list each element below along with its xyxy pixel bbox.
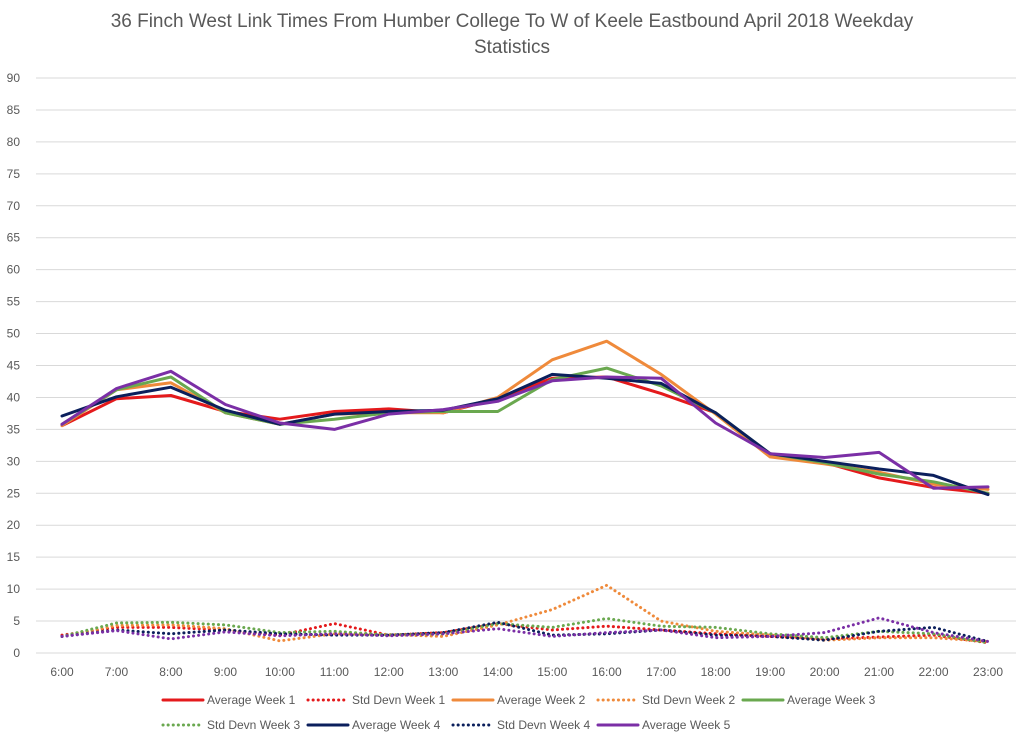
y-tick-label: 30 [7, 454, 21, 468]
legend-label: Std Devn Week 4 [497, 718, 590, 732]
chart-title-line-1: 36 Finch West Link Times From Humber Col… [111, 11, 914, 32]
y-tick-label: 45 [7, 359, 21, 373]
legend-label: Std Devn Week 2 [642, 693, 735, 707]
y-tick-label: 75 [7, 167, 21, 181]
chart-title-line-2: Statistics [474, 37, 550, 58]
y-tick-label: 85 [7, 103, 21, 117]
y-tick-label: 90 [7, 71, 21, 85]
x-tick-label: 10:00 [265, 665, 295, 679]
y-tick-label: 10 [7, 582, 21, 596]
legend-item: Average Week 2 [451, 693, 586, 707]
legend: Average Week 1 Std Devn Week 1 Average Wee… [161, 693, 876, 732]
series-line-std-devn-week-4 [60, 620, 990, 643]
x-tick-label: 9:00 [214, 665, 238, 679]
legend-label: Average Week 1 [207, 693, 296, 707]
gridlines [36, 77, 1016, 654]
x-tick-label: 14:00 [483, 665, 513, 679]
x-tick-label: 21:00 [864, 665, 894, 679]
x-tick-label: 12:00 [374, 665, 404, 679]
legend-item: Std Devn Week 1 [306, 693, 445, 707]
y-tick-label: 15 [7, 550, 21, 564]
y-tick-label: 5 [13, 614, 20, 628]
y-tick-label: 55 [7, 295, 21, 309]
legend-label: Average Week 5 [642, 718, 731, 732]
y-tick-label: 65 [7, 231, 21, 245]
legend-label: Average Week 2 [497, 693, 586, 707]
legend-item: Average Week 4 [306, 718, 441, 732]
series-line-std-devn-week-5 [60, 616, 990, 643]
x-tick-label: 23:00 [973, 665, 1003, 679]
series-line-average-week-4 [60, 372, 990, 497]
legend-label: Average Week 3 [787, 693, 876, 707]
y-tick-label: 70 [7, 199, 21, 213]
legend-item: Std Devn Week 3 [161, 718, 300, 732]
legend-label: Std Devn Week 1 [352, 693, 445, 707]
x-tick-label: 8:00 [159, 665, 183, 679]
x-axis-ticks: 6:00 7:00 8:00 9:00 10:00 11:00 12:00 13:00 14:0… [50, 665, 1003, 679]
legend-item: Average Week 5 [596, 718, 731, 732]
legend-label: Std Devn Week 3 [207, 718, 300, 732]
y-tick-label: 0 [13, 646, 20, 660]
legend-item: Average Week 1 [161, 693, 296, 707]
y-tick-label: 50 [7, 327, 21, 341]
x-tick-label: 20:00 [810, 665, 840, 679]
x-tick-label: 17:00 [646, 665, 676, 679]
y-tick-label: 80 [7, 135, 21, 149]
x-tick-label: 7:00 [105, 665, 129, 679]
series-line-average-week-5 [60, 369, 990, 490]
y-tick-label: 20 [7, 518, 21, 532]
y-axis-ticks: 0 5 10 15 20 25 30 35 40 45 50 55 60 65 70 75 80 85 90 [7, 71, 21, 660]
legend-item: Std Devn Week 2 [596, 693, 735, 707]
x-tick-label: 19:00 [755, 665, 785, 679]
y-tick-label: 35 [7, 422, 21, 436]
y-tick-label: 25 [7, 486, 21, 500]
x-tick-label: 22:00 [919, 665, 949, 679]
legend-item: Std Devn Week 4 [451, 718, 590, 732]
x-tick-label: 6:00 [50, 665, 74, 679]
series-lines [60, 339, 990, 645]
y-tick-label: 40 [7, 390, 21, 404]
y-tick-label: 60 [7, 263, 21, 277]
x-tick-label: 18:00 [701, 665, 731, 679]
legend-item: Average Week 3 [741, 693, 876, 707]
x-tick-label: 13:00 [428, 665, 458, 679]
x-tick-label: 15:00 [537, 665, 567, 679]
x-tick-label: 16:00 [592, 665, 622, 679]
x-tick-label: 11:00 [320, 665, 349, 679]
legend-label: Average Week 4 [352, 718, 441, 732]
